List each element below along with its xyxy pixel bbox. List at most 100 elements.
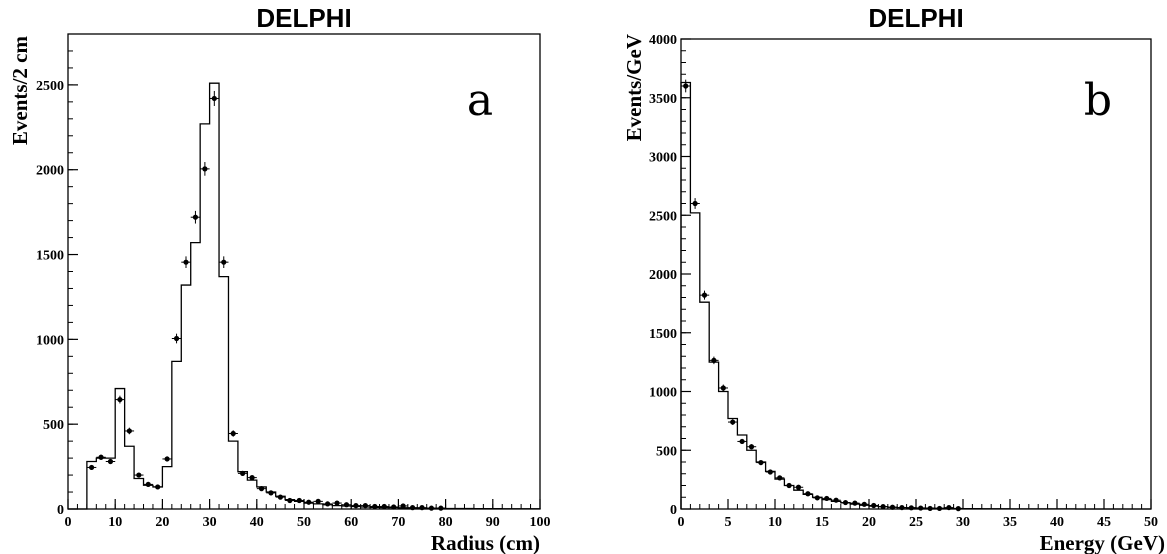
- x-ticks-b: 0 5 10 15 20 25 30 35 40 45 50: [678, 499, 1158, 530]
- data-point: [351, 503, 361, 509]
- x-tick-label: 10: [108, 515, 122, 530]
- x-tick-label: 10: [768, 515, 782, 530]
- data-point: [86, 464, 97, 471]
- data-point: [124, 427, 135, 435]
- data-point: [237, 470, 248, 476]
- data-point: [181, 256, 191, 268]
- x-tick-label: 20: [862, 515, 876, 530]
- data-point: [925, 505, 935, 512]
- x-tick-label: 0: [678, 515, 685, 530]
- data-point: [407, 505, 418, 511]
- y-tick-label: 0: [57, 503, 64, 518]
- data-point: [219, 256, 229, 268]
- x-tick-label: 5: [725, 515, 732, 530]
- data-point: [105, 458, 116, 465]
- mc-histogram-a: [68, 82, 541, 510]
- y-tick-label: 3000: [649, 151, 677, 166]
- y-tick-label: 500: [43, 418, 64, 433]
- data-point: [756, 459, 766, 466]
- data-point: [906, 505, 916, 511]
- y-ticks-a: 0 500 1000 1500 2000 2500: [36, 79, 78, 518]
- data-point: [840, 499, 851, 506]
- data-point: [426, 505, 437, 511]
- x-tick-label: 40: [250, 515, 264, 530]
- x-tick-label: 30: [956, 515, 970, 530]
- data-point: [134, 472, 144, 478]
- x-tick-label: 40: [1050, 515, 1064, 530]
- data-point: [322, 501, 333, 507]
- data-point: [953, 506, 963, 512]
- x-tick-label: 0: [65, 515, 72, 530]
- x-tick-label: 30: [203, 515, 217, 530]
- y-ticks-b: 0 500 1000 1500 2000 2500 3000 3500 4000: [649, 33, 691, 518]
- x-tick-label: 15: [815, 515, 829, 530]
- mc-histogram-b: [680, 81, 1151, 510]
- y-tick-label: 2000: [649, 268, 677, 283]
- data-point: [746, 444, 757, 450]
- panel-a-radius-histogram: DELPHI a Radius (cm) Events/2 cm 0 10 20 30…: [8, 3, 551, 554]
- data-point: [850, 500, 860, 506]
- data-point: [379, 503, 389, 510]
- data-point: [775, 475, 785, 481]
- data-point: [765, 469, 775, 475]
- data-point: [143, 481, 153, 488]
- data-point: [96, 454, 106, 460]
- x-tick-label: 45: [1097, 515, 1111, 530]
- x-axis-label-b: Energy (GeV): [1040, 531, 1165, 554]
- data-point: [209, 90, 220, 106]
- data-point: [398, 503, 408, 509]
- x-tick-label: 90: [486, 515, 500, 530]
- x-axis-label-a: Radius (cm): [431, 531, 540, 554]
- x-tick-label: 50: [1144, 515, 1158, 530]
- data-point: [247, 475, 257, 481]
- data-point: [934, 505, 945, 512]
- data-point: [256, 486, 267, 492]
- data-point: [718, 384, 728, 392]
- data-point: [171, 333, 182, 344]
- data-point: [200, 162, 210, 176]
- chart-title-a: DELPHI: [256, 3, 351, 33]
- data-point: [784, 482, 794, 489]
- data-points-b: [681, 79, 963, 512]
- x-ticks-a: 0 10 20 30 40 50 60 70 80 90 100: [65, 499, 551, 530]
- data-point: [737, 438, 747, 445]
- y-axis-label-a: Events/2 cm: [8, 36, 32, 146]
- data-point: [690, 198, 700, 209]
- y-tick-label: 2500: [649, 209, 677, 224]
- data-point: [332, 500, 342, 506]
- data-point: [944, 504, 954, 511]
- panel-b-energy-histogram: DELPHI b Energy (GeV) Events/GeV 0 5 10 15 2…: [622, 3, 1165, 554]
- x-tick-label: 20: [155, 515, 169, 530]
- data-point: [859, 501, 869, 507]
- data-point: [388, 504, 399, 510]
- y-tick-label: 2500: [36, 79, 64, 94]
- data-point: [294, 497, 304, 504]
- data-point: [360, 503, 371, 509]
- data-point: [831, 497, 841, 503]
- data-point: [681, 79, 691, 93]
- data-point: [812, 495, 822, 501]
- panel-label-a: a: [467, 75, 493, 126]
- x-tick-label: 80: [439, 515, 453, 530]
- y-tick-label: 1500: [649, 327, 677, 342]
- data-point: [728, 419, 738, 425]
- data-point: [417, 505, 427, 511]
- data-point: [304, 499, 314, 505]
- data-point: [162, 456, 172, 462]
- chart-title-b: DELPHI: [868, 3, 963, 33]
- minor-ticks-a: [67, 33, 541, 510]
- data-point: [152, 484, 163, 490]
- x-tick-label: 60: [344, 515, 358, 530]
- y-tick-label: 1500: [36, 249, 64, 264]
- data-point: [878, 504, 888, 510]
- minor-ticks-b: [680, 38, 1152, 510]
- x-tick-label: 35: [1003, 515, 1017, 530]
- data-point: [341, 502, 352, 508]
- x-tick-label: 50: [297, 515, 311, 530]
- data-point: [897, 504, 907, 511]
- x-tick-label: 70: [391, 515, 405, 530]
- x-tick-label: 25: [909, 515, 923, 530]
- data-point: [916, 505, 926, 511]
- data-point: [793, 484, 804, 490]
- plot-frame-b: [680, 38, 1152, 510]
